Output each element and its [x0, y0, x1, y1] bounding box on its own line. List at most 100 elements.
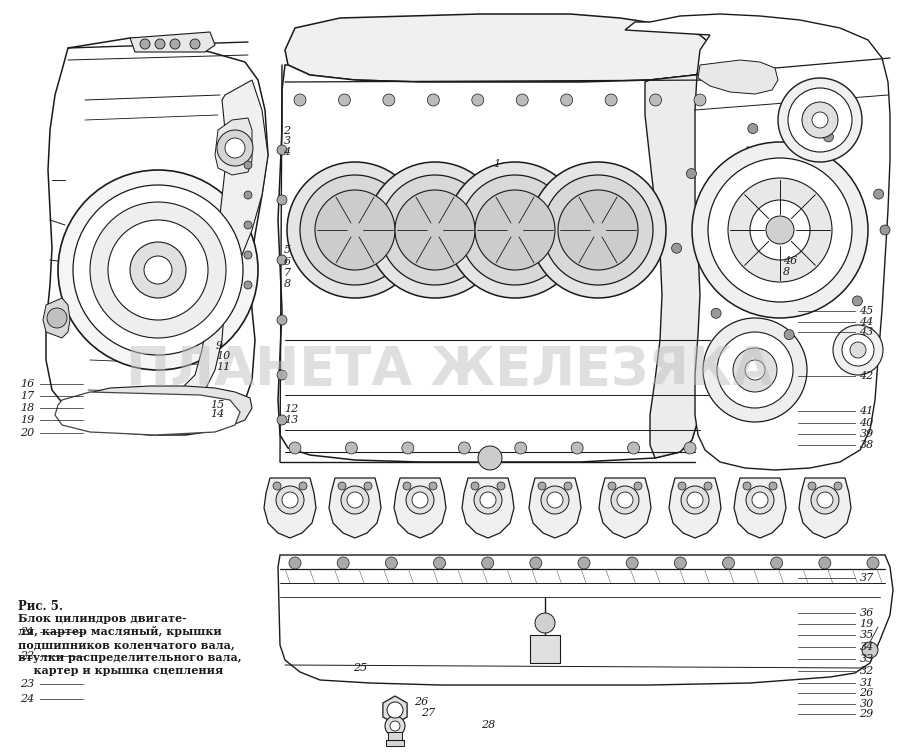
Circle shape	[833, 325, 883, 375]
Circle shape	[687, 168, 697, 178]
Circle shape	[561, 94, 572, 106]
Text: 9: 9	[216, 341, 223, 351]
Circle shape	[745, 360, 765, 380]
Text: ПЛАНЕТА ЖЕЛЕЗЯКА: ПЛАНЕТА ЖЕЛЕЗЯКА	[127, 344, 773, 396]
Circle shape	[277, 415, 287, 425]
Text: 41: 41	[860, 406, 874, 417]
Circle shape	[480, 492, 496, 508]
Circle shape	[558, 190, 638, 270]
Circle shape	[578, 557, 590, 569]
Circle shape	[850, 342, 866, 358]
Circle shape	[874, 189, 884, 199]
Text: 27: 27	[421, 708, 436, 718]
Circle shape	[842, 334, 874, 366]
Circle shape	[47, 308, 67, 328]
Circle shape	[385, 557, 397, 569]
Text: 14: 14	[211, 408, 225, 419]
Polygon shape	[264, 478, 316, 538]
Text: 20: 20	[20, 428, 34, 438]
Circle shape	[812, 112, 828, 128]
Circle shape	[338, 482, 346, 490]
Text: 36: 36	[860, 608, 874, 618]
Circle shape	[564, 482, 572, 490]
Circle shape	[277, 370, 287, 380]
Circle shape	[538, 482, 546, 490]
Circle shape	[482, 557, 494, 569]
Text: 15: 15	[211, 399, 225, 410]
Polygon shape	[462, 478, 514, 538]
Circle shape	[385, 716, 405, 736]
Circle shape	[315, 190, 395, 270]
Circle shape	[687, 492, 703, 508]
Polygon shape	[55, 392, 240, 435]
Circle shape	[541, 486, 569, 514]
Text: 5: 5	[284, 244, 291, 255]
Text: 32: 32	[860, 666, 874, 676]
Text: 24: 24	[20, 694, 34, 705]
Circle shape	[880, 225, 890, 235]
Text: 8: 8	[783, 267, 790, 277]
Polygon shape	[799, 478, 851, 538]
Polygon shape	[669, 478, 721, 538]
Text: 11: 11	[216, 362, 230, 372]
Polygon shape	[529, 478, 581, 538]
Text: Блок цилиндров двигате-: Блок цилиндров двигате-	[18, 613, 187, 624]
Polygon shape	[645, 52, 720, 458]
Circle shape	[347, 492, 363, 508]
Circle shape	[395, 190, 475, 270]
Text: 46: 46	[783, 256, 797, 266]
Circle shape	[471, 482, 479, 490]
Circle shape	[460, 175, 570, 285]
Circle shape	[364, 482, 372, 490]
Circle shape	[341, 486, 369, 514]
Circle shape	[244, 251, 252, 259]
Text: 39: 39	[860, 429, 874, 439]
Circle shape	[429, 482, 437, 490]
Text: 25: 25	[353, 663, 367, 673]
Circle shape	[743, 482, 751, 490]
Text: 29: 29	[860, 709, 874, 720]
Circle shape	[289, 442, 301, 454]
Circle shape	[282, 492, 298, 508]
Circle shape	[778, 78, 862, 162]
Circle shape	[717, 332, 793, 408]
Text: 26: 26	[414, 697, 428, 708]
Circle shape	[346, 442, 357, 454]
Polygon shape	[66, 386, 252, 430]
Circle shape	[447, 162, 583, 298]
Polygon shape	[46, 38, 268, 435]
Circle shape	[277, 315, 287, 325]
Text: 3: 3	[284, 136, 291, 147]
Circle shape	[708, 158, 852, 302]
Polygon shape	[625, 14, 890, 470]
Polygon shape	[382, 696, 407, 724]
Circle shape	[617, 492, 633, 508]
Text: 17: 17	[20, 390, 34, 401]
Circle shape	[728, 178, 832, 282]
Text: ля, картер масляный, крышки: ля, картер масляный, крышки	[18, 626, 221, 637]
Circle shape	[626, 557, 638, 569]
Polygon shape	[698, 60, 778, 94]
Circle shape	[811, 486, 839, 514]
Circle shape	[474, 486, 502, 514]
Circle shape	[608, 482, 616, 490]
Circle shape	[674, 557, 687, 569]
Circle shape	[650, 94, 662, 106]
Circle shape	[788, 88, 852, 152]
Circle shape	[367, 162, 503, 298]
Text: 34: 34	[860, 641, 874, 652]
Circle shape	[244, 281, 252, 289]
Text: 7: 7	[284, 268, 291, 278]
Text: 23: 23	[20, 679, 34, 690]
Bar	[386, 740, 404, 746]
Circle shape	[478, 446, 502, 470]
Circle shape	[380, 175, 490, 285]
Circle shape	[294, 94, 306, 106]
Circle shape	[108, 220, 208, 320]
Circle shape	[535, 613, 555, 633]
Circle shape	[475, 190, 555, 270]
Circle shape	[819, 557, 831, 569]
Circle shape	[412, 492, 428, 508]
Text: подшипников коленчатого вала,: подшипников коленчатого вала,	[18, 639, 235, 650]
Text: 28: 28	[482, 720, 496, 730]
